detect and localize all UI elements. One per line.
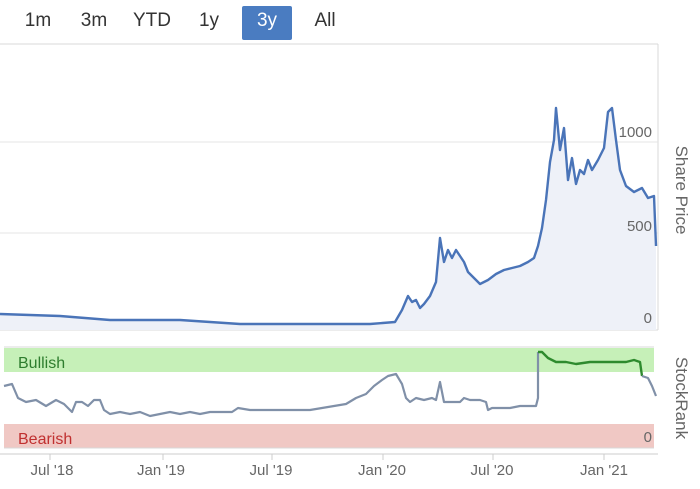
range-selector: 1m 3m YTD 1y 3y All <box>0 0 700 42</box>
range-ytd-button[interactable]: YTD <box>133 10 171 31</box>
stockrank-axis-title: StockRank <box>672 357 691 440</box>
range-1y-button[interactable]: 1y <box>198 10 220 31</box>
bearish-zone <box>4 424 654 448</box>
price-ytick-500: 500 <box>627 218 652 235</box>
stockrank-line <box>3 352 540 418</box>
xtick-label-jan20: Jan '20 <box>358 462 406 479</box>
stockrank-ytick-0: 0 <box>644 429 652 446</box>
xtick-label-jan19: Jan '19 <box>137 462 185 479</box>
bullish-zone <box>4 348 654 372</box>
stockrank-bullish-line <box>538 350 644 377</box>
range-all-button[interactable]: All <box>314 10 336 31</box>
stockrank-tail-line <box>641 374 658 397</box>
xtick-label-jan21: Jan '21 <box>580 462 628 479</box>
xtick-label-jul20: Jul '20 <box>471 462 514 479</box>
range-3m-button[interactable]: 3m <box>80 10 108 31</box>
range-1m-button[interactable]: 1m <box>24 10 52 31</box>
xtick-label-jul19: Jul '19 <box>250 462 293 479</box>
bearish-label: Bearish <box>18 431 72 448</box>
xtick-label-jul18: Jul '18 <box>31 462 74 479</box>
price-line <box>0 106 658 326</box>
price-ytick-1000: 1000 <box>619 124 652 141</box>
range-3y-button[interactable]: 3y <box>242 6 292 40</box>
price-axis-title: Share Price <box>672 146 691 235</box>
bullish-label: Bullish <box>18 355 65 372</box>
price-area <box>0 108 656 330</box>
price-ytick-0: 0 <box>644 310 652 327</box>
